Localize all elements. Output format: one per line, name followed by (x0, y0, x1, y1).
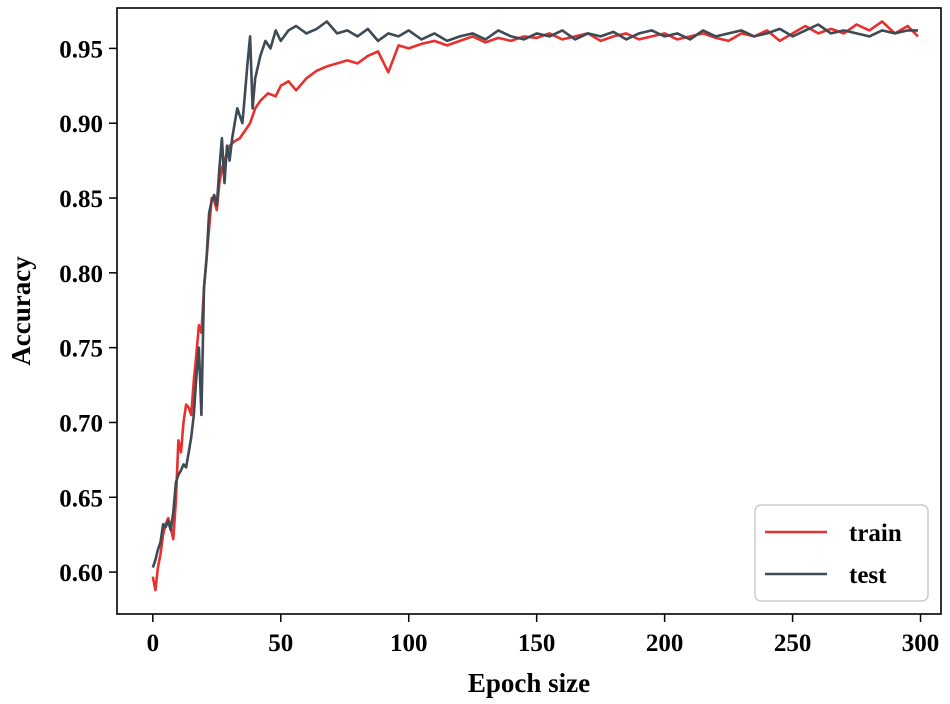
y-axis-label: Accuracy (6, 256, 36, 366)
legend: train test (754, 504, 929, 602)
axes-frame (116, 7, 942, 615)
series-layer (151, 20, 919, 592)
y-tick-label: 0.60 (59, 560, 103, 587)
x-tick-label: 0 (147, 630, 160, 657)
y-tick-label: 0.65 (59, 485, 103, 512)
y-tick-label: 0.70 (59, 410, 103, 437)
axes-layer: 0 50 100 150 200 250 300 0.60 0.65 0.70 0.75 0.80 0.… (59, 7, 942, 657)
x-axis-label: Epoch size (468, 668, 590, 698)
x-tick-label: 50 (268, 630, 293, 657)
y-tick-label: 0.95 (59, 36, 103, 63)
x-tick-label: 200 (646, 630, 684, 657)
x-tick-label: 150 (518, 630, 556, 657)
y-tick-label: 0.85 (59, 186, 103, 213)
x-tick-label: 250 (774, 630, 812, 657)
series-line-test (151, 20, 918, 569)
series-line-train (151, 20, 919, 592)
legend-label-train: train (849, 520, 902, 547)
x-tick-label: 300 (902, 630, 940, 657)
x-tick-label: 100 (390, 630, 428, 657)
legend-box (754, 504, 929, 602)
y-tick-label: 0.75 (59, 336, 103, 363)
legend-label-test: test (849, 562, 887, 589)
y-tick-label: 0.80 (59, 261, 103, 288)
y-tick-label: 0.90 (59, 111, 103, 138)
